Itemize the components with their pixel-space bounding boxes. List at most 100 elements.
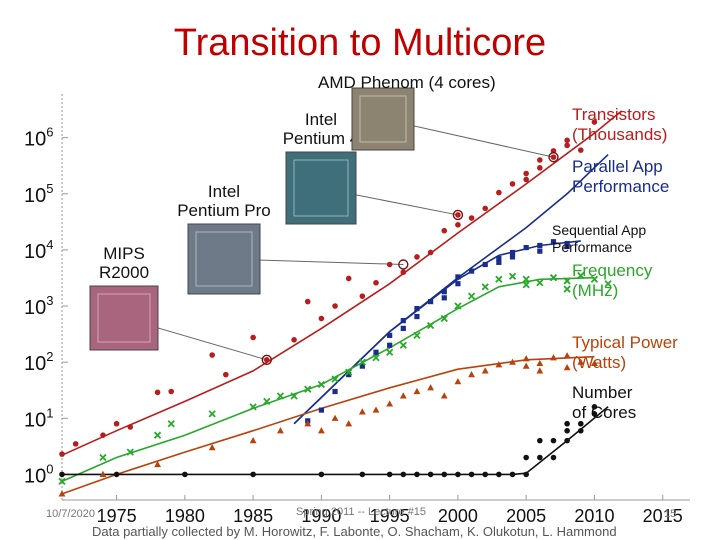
point-frequency: [58, 477, 66, 486]
point-number_of_cores: [59, 471, 65, 478]
point-sequential_app_performance: [414, 313, 420, 320]
point-typical_power: [399, 392, 407, 399]
point-sequential_app_performance: [318, 407, 324, 413]
point-frequency: [263, 397, 271, 406]
point-frequency: [153, 431, 162, 439]
point-frequency: [549, 274, 558, 282]
point-frequency: [522, 275, 530, 283]
point-transistors: [414, 254, 420, 260]
point-typical_power: [331, 414, 339, 421]
point-typical_power: [591, 359, 598, 367]
trend-line-sequential_app_performance: [293, 240, 581, 425]
trend-line-frequency: [61, 276, 595, 483]
chip-photo: [351, 87, 415, 151]
point-frequency: [563, 285, 571, 293]
trend-line-transistors: [61, 110, 623, 456]
point-frequency: [563, 277, 571, 285]
point-transistors: [523, 170, 529, 177]
y-tick-label: 104: [24, 237, 53, 263]
point-sequential_app_performance: [387, 342, 393, 348]
point-sequential_app_performance: [482, 261, 488, 268]
point-number_of_cores: [577, 420, 584, 427]
point-typical_power: [413, 387, 421, 395]
point-typical_power: [563, 352, 571, 359]
point-typical_power: [345, 420, 353, 427]
point-number_of_cores: [400, 471, 407, 478]
point-transistors: [564, 142, 570, 149]
point-typical_power: [208, 444, 216, 451]
point-sequential_app_performance: [523, 244, 529, 251]
point-typical_power: [536, 367, 544, 374]
point-typical_power: [99, 470, 107, 478]
point-number_of_cores: [427, 471, 434, 478]
point-typical_power: [550, 354, 557, 361]
point-transistors: [400, 269, 407, 276]
point-sequential_app_performance: [537, 242, 543, 249]
point-typical_power: [317, 427, 325, 434]
point-sequential_app_performance: [332, 388, 338, 395]
point-sequential_app_performance: [564, 240, 570, 247]
x-tick-label: 2000: [438, 506, 478, 525]
chip-label: MIPS: [103, 244, 145, 263]
point-transistors: [455, 212, 461, 218]
point-frequency: [399, 341, 407, 349]
point-transistors: [345, 275, 352, 282]
point-transistors: [154, 389, 161, 396]
point-transistors: [523, 176, 529, 183]
point-transistors: [468, 215, 475, 221]
point-frequency: [208, 410, 216, 418]
point-frequency: [604, 280, 612, 288]
point-typical_power: [522, 362, 530, 369]
y-tick-label: 100: [24, 461, 53, 487]
point-sequential_app_performance: [455, 274, 461, 280]
legend-sequential_app_performance: Sequential App: [552, 222, 646, 238]
axes-layer: 100 101 102 103 104 105 106 1975 1980 1985 1990 199…: [24, 94, 690, 525]
x-tick-label: 2010: [574, 506, 614, 525]
x-tick-label: 1990: [301, 506, 341, 525]
point-typical_power: [372, 406, 380, 413]
x-tick-label: 1980: [165, 506, 205, 525]
point-transistors: [427, 249, 434, 256]
point-transistors: [209, 352, 215, 358]
point-typical_power: [358, 408, 366, 415]
point-sequential_app_performance: [373, 349, 379, 355]
x-tick-label: 2005: [506, 506, 546, 525]
chip-label: R2000: [99, 263, 149, 282]
data-credit: Data partially collected by M. Horowitz,…: [92, 524, 617, 539]
point-sequential_app_performance: [441, 289, 447, 295]
page-number: 15: [664, 508, 677, 520]
point-frequency: [454, 302, 462, 310]
footer-date: 10/7/2020: [46, 508, 95, 520]
point-number_of_cores: [564, 420, 570, 427]
point-typical_power: [563, 364, 571, 371]
chip-photo-detail: [97, 293, 151, 343]
point-sequential_app_performance: [468, 268, 475, 274]
point-sequential_app_performance: [509, 249, 516, 256]
x-tick-label: 1975: [97, 506, 137, 525]
legend-layer: Transistors(Thousands)Parallel AppPerfor…: [552, 105, 678, 422]
chip-point: [452, 209, 464, 221]
point-frequency: [413, 331, 421, 340]
chip-photo-detail: [195, 231, 253, 287]
point-typical_power: [522, 355, 530, 362]
legend-number_of_cores: Number: [572, 383, 633, 402]
point-typical_power: [249, 437, 257, 444]
point-number_of_cores: [386, 471, 393, 478]
point-transistors: [441, 227, 448, 234]
point-sequential_app_performance: [564, 243, 570, 250]
legend-number_of_cores: of Cores: [572, 403, 636, 422]
chip-point: [398, 259, 409, 270]
slide-title: Transition to Multicore: [173, 22, 547, 64]
chip-label: Pentium Pro: [177, 201, 271, 220]
point-typical_power: [427, 384, 435, 391]
point-number_of_cores: [496, 471, 502, 478]
point-transistors: [373, 279, 379, 286]
point-transistors: [250, 334, 256, 341]
point-sequential_app_performance: [537, 248, 543, 254]
point-transistors: [455, 222, 461, 228]
point-sequential_app_performance: [496, 259, 502, 265]
point-sequential_app_performance: [428, 298, 434, 305]
legend-sequential_app_performance: Performance: [552, 239, 632, 255]
point-transistors: [564, 137, 570, 144]
